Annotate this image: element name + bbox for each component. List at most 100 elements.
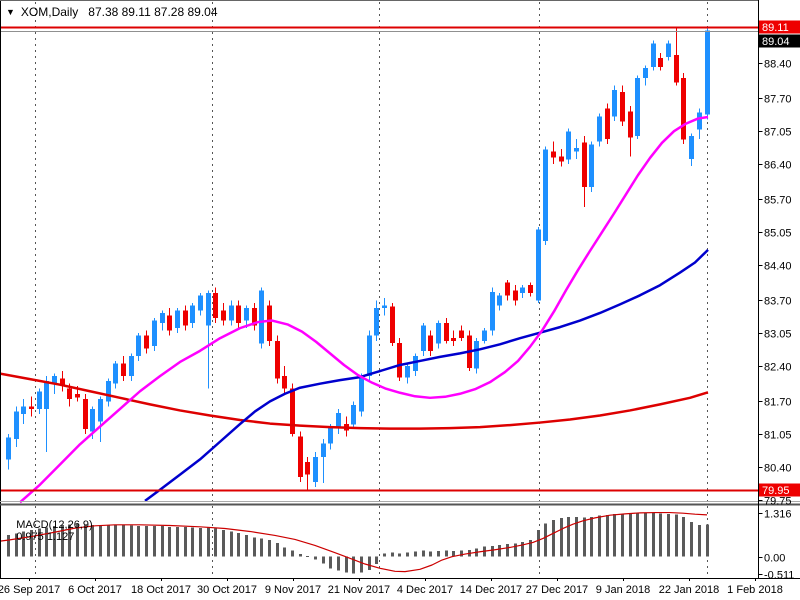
candle-body-bear [60, 378, 65, 387]
macd-histogram-bar [145, 526, 148, 557]
candle-body-bull [651, 43, 656, 68]
candle-body-bear [275, 340, 280, 379]
macd-histogram-bar [7, 535, 10, 557]
macd-histogram-bar [414, 551, 417, 557]
macd-histogram-bar [636, 513, 639, 557]
candle-body-bull [152, 320, 157, 346]
candle-body-bull [359, 378, 364, 412]
candle-body-bear [290, 388, 295, 435]
candle-body-bull [328, 428, 333, 444]
candle-body-bull [421, 325, 426, 351]
axis-label: 85.70 [764, 195, 792, 207]
macd-histogram-bar [452, 551, 455, 557]
macd-histogram-bar [606, 514, 609, 557]
macd-histogram-bar [283, 547, 286, 557]
candle-body-bull [136, 335, 141, 356]
candle-body-bear [221, 310, 226, 321]
candle-body-bear [167, 315, 172, 331]
candle-body-bear [213, 292, 218, 319]
axis-label: 27 Dec 2017 [526, 584, 588, 596]
candle-body-bear [183, 310, 188, 326]
candle-body-bear [121, 363, 126, 377]
axis-label: 88.40 [764, 59, 792, 71]
macd-histogram-bar [99, 525, 102, 557]
macd-histogram-bar [659, 513, 662, 557]
candle-body-bull [313, 456, 318, 483]
candle-body-bear [582, 142, 587, 188]
macd-histogram-bar [45, 527, 48, 557]
macd-histogram-bar [237, 532, 240, 557]
macd-histogram-bar [529, 540, 532, 557]
macd-histogram-bar [276, 542, 279, 557]
macd-histogram-bar [368, 556, 371, 570]
candle-body-bear [252, 307, 257, 326]
candle-body-bull [52, 376, 57, 384]
macd-histogram-bar [675, 514, 678, 557]
macd-histogram-bar [521, 541, 524, 557]
candle-body-bull [374, 307, 379, 336]
macd-histogram-bar [506, 544, 509, 557]
candle-body-bull [697, 112, 702, 130]
price-badge [759, 34, 800, 48]
macd-histogram-bar [84, 524, 87, 557]
candle-body-bull [597, 116, 602, 142]
axis-label: 79.75 [764, 496, 792, 508]
macd-histogram-bar [706, 524, 709, 557]
macd-histogram-bar [375, 556, 378, 565]
axis-label: -0.511 [764, 570, 794, 582]
macd-histogram-bar [544, 523, 547, 557]
candle-body-bear [267, 305, 272, 341]
candle-body-bull [90, 408, 95, 432]
macd-histogram-bar [22, 531, 25, 557]
candle-body-bull [190, 305, 195, 324]
candle-body-bull [336, 412, 341, 429]
macd-histogram-bar [445, 550, 448, 557]
candle-body-bull [206, 292, 211, 326]
macd-histogram-bar [598, 515, 601, 557]
axis-label: 0.00 [764, 553, 785, 565]
slow-ma-line [0, 372, 709, 430]
candle-body-bear [83, 398, 88, 430]
macd-histogram-bar [122, 525, 125, 557]
candle-body-bull [229, 305, 234, 321]
macd-histogram-bar [575, 516, 578, 557]
candle-body-bear [674, 54, 679, 83]
macd-histogram-bar [552, 520, 555, 557]
macd-histogram-bar [191, 527, 194, 557]
macd-histogram-bar [291, 550, 294, 557]
macd-histogram-bar [422, 550, 425, 557]
candle-body-bear [559, 156, 564, 162]
candle-body-bear [505, 282, 510, 296]
candle-body-bear [628, 111, 633, 138]
macd-histogram-bar [137, 525, 140, 557]
macd-histogram-bar [629, 513, 632, 557]
candle-body-bear [144, 335, 149, 349]
macd-histogram-bar [306, 556, 309, 558]
macd-histogram-bar [398, 553, 401, 557]
candle-body-bull [405, 366, 410, 378]
candle-body-bear [620, 91, 625, 122]
candle-body-bear [451, 338, 456, 341]
macd-histogram-bar [429, 551, 432, 557]
macd-histogram-bar [184, 526, 187, 557]
axis-label: 18 Oct 2017 [131, 584, 191, 596]
price-badge [759, 483, 800, 497]
price-badge [759, 20, 800, 34]
candle-body-bull [37, 391, 42, 409]
axis-label: 86.40 [764, 160, 792, 172]
macd-histogram-bar [613, 514, 616, 557]
candle-body-bull [705, 30, 710, 115]
axis-label: 1.316 [764, 509, 792, 521]
candle-body-bull [367, 335, 372, 377]
candle-body-bull [382, 305, 387, 308]
axis-label: 87.05 [764, 127, 792, 139]
macd-histogram-bar [253, 537, 256, 557]
axis-label: 26 Sep 2017 [0, 584, 60, 596]
candle-body-bear [236, 305, 241, 324]
candle-body-bull [536, 229, 541, 301]
axis-label: 79.95 [762, 485, 790, 497]
macd-histogram-bar [583, 517, 586, 557]
macd-histogram-bar [53, 526, 56, 557]
